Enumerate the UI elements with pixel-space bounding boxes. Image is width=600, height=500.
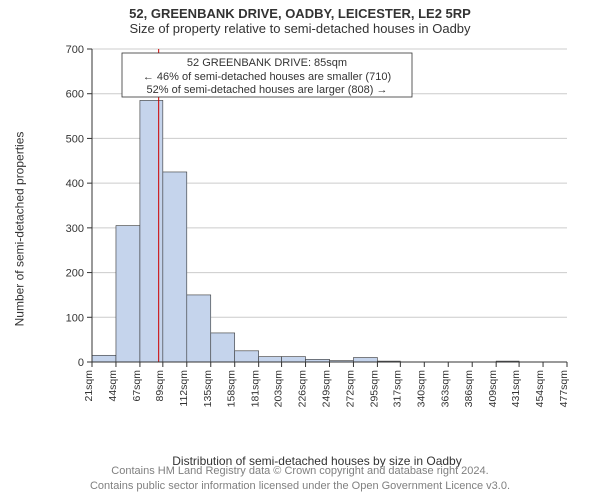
histogram-svg: 0 100 200 300 400 500 600 700 21sqm 44sqm 67sqm 89s…	[62, 44, 572, 414]
footer-line-2: Contains public sector information licen…	[0, 479, 600, 494]
y-axis-label: Number of semi-detached properties	[10, 44, 28, 414]
x-tick-label: 112sqm	[178, 370, 190, 407]
chart-title: 52, GREENBANK DRIVE, OADBY, LEICESTER, L…	[0, 0, 600, 21]
chart-container: 52, GREENBANK DRIVE, OADBY, LEICESTER, L…	[0, 0, 600, 500]
y-tick-label: 0	[78, 357, 84, 369]
y-tick-label: 200	[66, 268, 84, 280]
x-tick-label: 226sqm	[297, 370, 309, 408]
y-tick-label: 300	[66, 223, 84, 235]
x-tick-label: 386sqm	[463, 370, 475, 408]
chart-subtitle: Size of property relative to semi-detach…	[0, 21, 600, 40]
y-tick-label: 400	[66, 178, 84, 190]
x-tick-label: 89sqm	[154, 370, 166, 402]
x-tick-label: 431sqm	[510, 370, 522, 408]
x-tick-label: 44sqm	[107, 370, 119, 402]
x-tick-label: 340sqm	[415, 370, 427, 408]
x-tick-label: 477sqm	[558, 370, 570, 408]
histogram-bar	[235, 351, 259, 362]
y-tick-label: 700	[66, 44, 84, 56]
x-tick-label: 135sqm	[202, 370, 214, 408]
x-tick-label: 272sqm	[344, 370, 356, 408]
histogram-bar	[92, 355, 116, 362]
x-tick-label: 317sqm	[391, 370, 403, 408]
annotation-line-3: 52% of semi-detached houses are larger (…	[147, 84, 388, 96]
y-tick-label: 100	[66, 312, 84, 324]
histogram-bar	[163, 172, 187, 362]
histogram-bar	[353, 358, 377, 362]
x-tick-label: 203sqm	[273, 370, 285, 408]
histogram-bar	[259, 357, 282, 362]
footer: Contains HM Land Registry data © Crown c…	[0, 464, 600, 494]
histogram-bar	[282, 357, 306, 362]
footer-line-1: Contains HM Land Registry data © Crown c…	[0, 464, 600, 479]
plot-area: 0 100 200 300 400 500 600 700 21sqm 44sqm 67sqm 89s…	[62, 44, 572, 414]
y-tick-label: 600	[66, 89, 84, 101]
histogram-bar	[116, 226, 140, 362]
annotation-line-2: ← 46% of semi-detached houses are smalle…	[143, 71, 391, 83]
x-tick-label: 67sqm	[131, 370, 143, 402]
x-tick-label: 249sqm	[321, 370, 333, 408]
x-tick-label: 454sqm	[534, 370, 546, 408]
x-tick-label: 21sqm	[83, 370, 95, 402]
histogram-bar	[211, 333, 235, 362]
histogram-bar	[140, 100, 163, 362]
histogram-bar	[187, 295, 211, 362]
x-tick-label: 181sqm	[250, 370, 262, 408]
annotation-line-1: 52 GREENBANK DRIVE: 85sqm	[187, 57, 347, 69]
x-tick-label: 409sqm	[487, 370, 499, 408]
x-tick-label: 295sqm	[368, 370, 380, 408]
x-tick-label: 363sqm	[439, 370, 451, 408]
y-tick-label: 500	[66, 133, 84, 145]
x-tick-label: 158sqm	[226, 370, 238, 408]
